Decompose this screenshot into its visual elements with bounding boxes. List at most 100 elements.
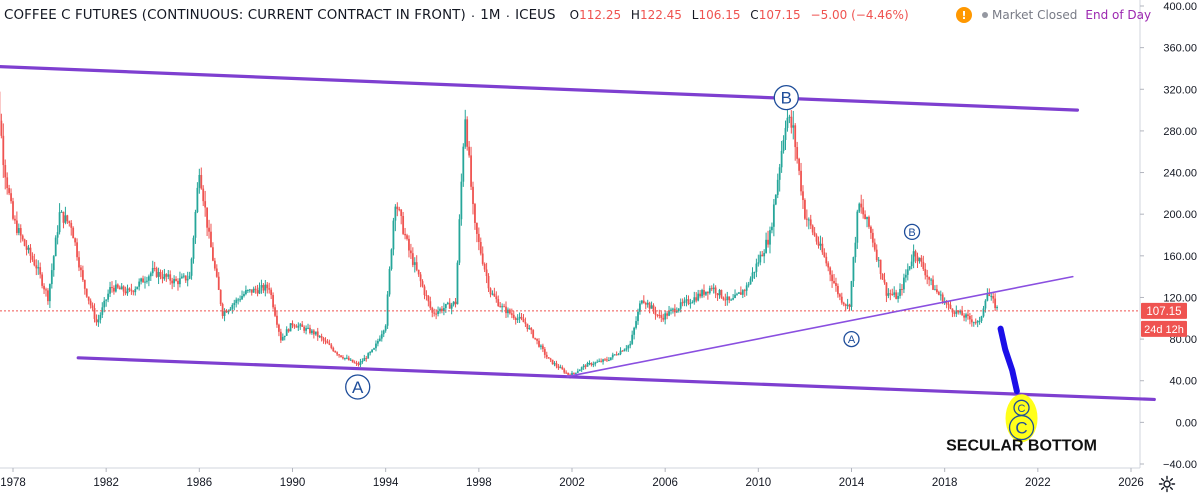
candle-body — [214, 261, 216, 269]
candle-body — [313, 331, 315, 335]
candle-body — [990, 296, 992, 297]
candle-body — [726, 296, 728, 300]
candle-body — [907, 269, 909, 275]
candle-body — [117, 285, 119, 288]
interval-label[interactable]: 1M — [480, 8, 500, 23]
candle-body — [622, 351, 624, 352]
gear-icon[interactable] — [1158, 475, 1176, 493]
candle-body — [787, 118, 789, 128]
candle-body — [350, 360, 352, 361]
y-tick-label: 320.00 — [1163, 84, 1197, 96]
candle-body — [216, 269, 218, 277]
alert-icon[interactable]: ! — [956, 7, 972, 23]
candle-body — [872, 233, 874, 243]
candle-body — [666, 313, 668, 315]
candle-body — [790, 117, 792, 128]
candle-body — [530, 328, 532, 330]
candle-body — [926, 275, 928, 277]
candle-body — [26, 246, 28, 250]
y-tick-label: 200.00 — [1163, 209, 1197, 221]
candle-body — [408, 239, 410, 251]
candle-body — [631, 335, 633, 344]
candle-body — [482, 254, 484, 264]
wave-label-a: A — [844, 332, 859, 347]
candle-body — [187, 279, 189, 281]
candle-body — [142, 278, 144, 282]
candle-body — [860, 204, 862, 208]
candle-body — [534, 338, 536, 339]
candle-body — [319, 336, 321, 337]
market-status-dot — [982, 12, 988, 18]
candle-body — [546, 355, 548, 357]
candle-body — [627, 346, 629, 349]
candle-body — [352, 360, 354, 363]
candle-body — [703, 290, 705, 295]
candle-body — [113, 288, 115, 292]
candle-body — [427, 296, 429, 301]
candle-body — [544, 349, 546, 355]
candle-body — [391, 249, 393, 269]
candle-body — [470, 155, 472, 186]
candle-body — [327, 341, 329, 343]
candle-body — [695, 297, 697, 300]
candle-body — [734, 295, 736, 298]
candle-body — [882, 274, 884, 280]
exchange-label: ICEUS — [515, 8, 556, 23]
candle-body — [878, 260, 880, 261]
candle-body — [136, 287, 138, 289]
x-tick-label: 1998 — [466, 477, 492, 489]
candle-body — [468, 147, 470, 156]
candle-body — [404, 234, 406, 235]
candle-body — [849, 305, 851, 307]
x-tick-label: 1982 — [93, 477, 119, 489]
candle-body — [868, 217, 870, 227]
candle-body — [540, 346, 542, 347]
candle-body — [913, 251, 915, 261]
candle-body — [39, 267, 41, 274]
candle-body — [922, 262, 924, 269]
candle-body — [732, 298, 734, 300]
candle-body — [777, 180, 779, 195]
symbol-title[interactable]: COFFEE C FUTURES (CONTINUOUS: CURRENT CO… — [4, 8, 466, 23]
close-key: C — [750, 8, 758, 22]
candle-body — [280, 332, 282, 341]
candle-body — [154, 268, 156, 269]
candle-body — [934, 289, 936, 290]
candle-body — [125, 292, 127, 294]
candle-body — [127, 289, 129, 294]
candle-body — [699, 294, 701, 297]
candle-body — [152, 268, 154, 273]
candle-body — [177, 281, 179, 284]
candle-body — [183, 276, 185, 277]
candle-body — [429, 301, 431, 308]
data-mode-label[interactable]: End of Day — [1085, 8, 1151, 22]
candle-body — [70, 223, 72, 228]
candle-body — [897, 296, 899, 299]
candle-body — [722, 298, 724, 300]
candle-body — [189, 276, 191, 279]
candle-body — [986, 294, 988, 300]
candle-body — [573, 373, 575, 374]
candle-body — [775, 195, 777, 205]
candle-body — [321, 336, 323, 338]
candle-body — [969, 316, 971, 319]
candle-body — [558, 366, 560, 368]
candle-body — [247, 290, 249, 291]
candle-body — [334, 351, 336, 352]
candle-body — [10, 193, 12, 201]
candle-body — [548, 357, 550, 358]
candle-body — [115, 285, 117, 292]
candle-body — [657, 315, 659, 316]
candle-body — [653, 305, 655, 310]
candle-body — [635, 321, 637, 328]
candle-body — [821, 244, 823, 253]
candle-body — [765, 240, 767, 253]
candle-body — [80, 267, 82, 270]
candle-body — [206, 207, 208, 227]
candle-body — [379, 339, 381, 341]
candle-body — [802, 191, 804, 200]
candle-body — [552, 360, 554, 364]
candle-body — [22, 236, 24, 240]
candle-body — [874, 243, 876, 250]
